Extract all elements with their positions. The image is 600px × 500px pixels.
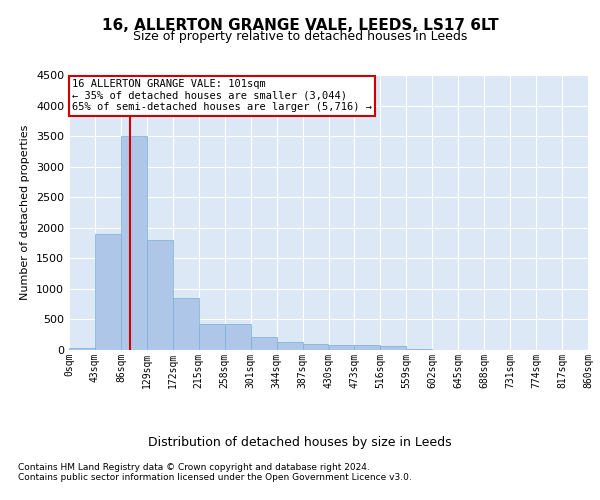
Text: Contains public sector information licensed under the Open Government Licence v3: Contains public sector information licen… xyxy=(18,473,412,482)
Text: 16 ALLERTON GRANGE VALE: 101sqm
← 35% of detached houses are smaller (3,044)
65%: 16 ALLERTON GRANGE VALE: 101sqm ← 35% of… xyxy=(72,80,372,112)
Y-axis label: Number of detached properties: Number of detached properties xyxy=(20,125,31,300)
Bar xyxy=(199,324,224,350)
Bar xyxy=(95,234,121,350)
Bar xyxy=(69,348,95,350)
Bar xyxy=(147,240,173,350)
Text: Distribution of detached houses by size in Leeds: Distribution of detached houses by size … xyxy=(148,436,452,449)
Bar xyxy=(380,346,406,350)
Bar xyxy=(121,136,147,350)
Bar xyxy=(277,342,302,350)
Text: Contains HM Land Registry data © Crown copyright and database right 2024.: Contains HM Land Registry data © Crown c… xyxy=(18,463,370,472)
Bar xyxy=(329,345,355,350)
Text: Size of property relative to detached houses in Leeds: Size of property relative to detached ho… xyxy=(133,30,467,43)
Text: 16, ALLERTON GRANGE VALE, LEEDS, LS17 6LT: 16, ALLERTON GRANGE VALE, LEEDS, LS17 6L… xyxy=(101,18,499,32)
Bar xyxy=(224,324,251,350)
Bar xyxy=(355,346,380,350)
Bar xyxy=(173,298,199,350)
Bar xyxy=(251,337,277,350)
Bar xyxy=(302,344,329,350)
